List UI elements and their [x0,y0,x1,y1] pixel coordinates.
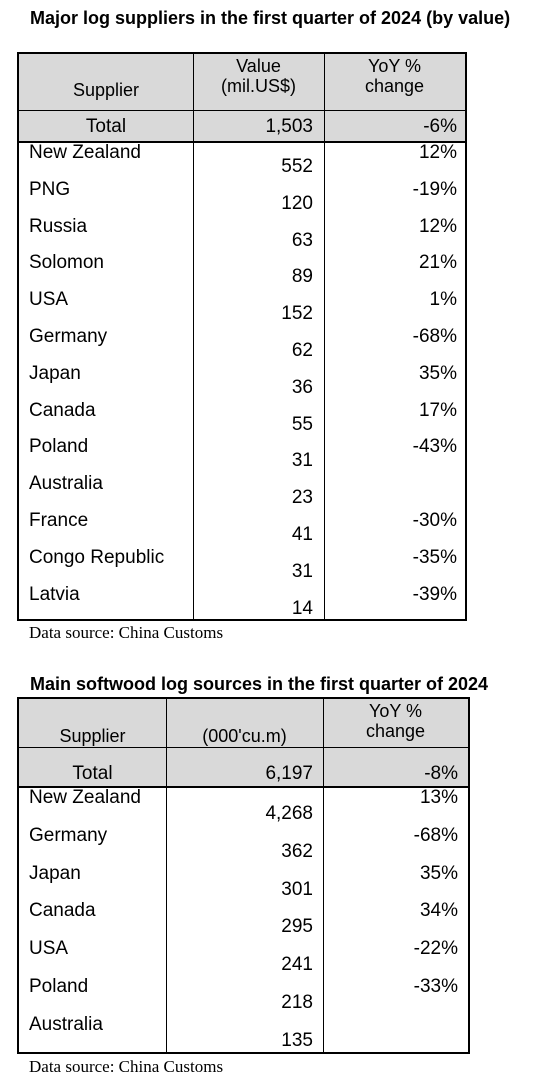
table1-row-supplier-cell: Canada [29,399,96,421]
table2-divider-1 [166,699,167,1052]
table1-row-supplier-cell: Poland [29,436,89,458]
table2-row-value-cell: 362 [281,840,313,862]
table1-header-value: Value (mil.US$) [193,56,324,96]
table1-row-value-cell: 120 [281,192,313,214]
table1-row-yoy-cell: -39% [412,583,457,605]
table1-total-value: 1,503 [265,116,313,137]
table1-row-yoy-cell: 1% [429,289,457,311]
table1-header-value-line1: Value [236,56,281,76]
table2-header-yoy-line1: YoY % [368,701,423,721]
table1-row-yoy-cell: 12% [418,142,457,163]
table1-row-value-cell: 55 [291,413,313,435]
table1-row-value-cell: 63 [291,229,313,251]
table1-row-yoy-cell: 12% [418,215,457,237]
table1-header-yoy-line1: YoY % [367,56,422,76]
table1-row-value-cell: 14 [291,597,313,619]
table1-row-value-cell: 41 [291,524,313,545]
table1-row-value-cell: 62 [291,340,313,361]
table1-header-yoy-line2: change [364,76,425,96]
table2-total-row [19,747,468,788]
table2-title: Main softwood log sources in the first q… [30,674,489,694]
table2: Supplier (000'cu.m) YoY % change Total 6… [17,697,470,1054]
table2-row-supplier-cell: Germany [29,824,108,846]
table2-row-value-cell: 135 [281,1029,313,1051]
table1-row-yoy-cell: -30% [412,510,457,531]
table1-title: Major log suppliers in the first quarter… [30,8,511,28]
table1-source: Data source: China Customs [29,623,224,642]
table2-row-value-cell: 301 [281,878,313,900]
table1-header-supplier: Supplier [72,80,140,100]
table1-row-value-cell: 23 [291,487,313,509]
table1-row-yoy-cell: 35% [418,362,457,384]
table1-header-yoy: YoY % change [324,56,465,96]
table1-total-label: Total [85,116,127,137]
table1: Supplier Value (mil.US$) YoY % change To… [17,52,467,621]
table1-row-supplier-cell: PNG [29,178,71,200]
table1-row-supplier-cell: Australia [29,473,103,495]
table2-row-supplier-cell: New Zealand [29,787,141,808]
table2-row-value-cell: 295 [281,916,313,938]
table2-header-yoy: YoY % change [323,701,468,741]
table1-row-yoy-cell: -68% [412,326,457,347]
table1-row-value-cell: 31 [291,560,313,582]
table2-row-value-cell: 241 [281,954,313,976]
table2-total-yoy: -8% [424,763,458,784]
table1-row-supplier-cell: USA [29,289,69,311]
table1-divider-2 [324,54,325,619]
table2-row-supplier-cell: USA [29,938,69,960]
table2-row-yoy-cell: -33% [413,976,458,997]
table1-row-supplier-cell: Solomon [29,252,104,274]
table2-row-yoy-cell: -22% [413,938,458,960]
table2-row-supplier-cell: Canada [29,900,96,922]
table2-row-yoy-cell: 34% [419,900,458,922]
table1-row-supplier-cell: Congo Republic [29,546,165,568]
table1-row-value-cell: 89 [291,266,313,288]
table1-header-value-line2: (mil.US$) [221,76,296,96]
table2-row-yoy-cell: 13% [419,787,458,808]
table2-row-yoy-cell: 35% [419,862,458,884]
table1-row-supplier-cell: France [29,510,89,531]
table2-row-yoy-cell: -68% [413,824,458,846]
table2-row-value-cell: 4,268 [265,803,313,824]
table1-row-yoy-cell: -19% [412,178,457,200]
table1-total-row [19,110,465,143]
table1-row-supplier-cell: New Zealand [29,142,141,163]
table2-header [19,699,468,747]
table2-source: Data source: China Customs [29,1057,224,1076]
table1-header [19,54,465,110]
table1-row-value-cell: 31 [291,450,313,472]
table1-row-value-cell: 36 [291,376,313,398]
table1-row-yoy-cell: 17% [418,399,457,421]
table1-row-value-cell: 152 [281,303,313,325]
table1-row-supplier-cell: Latvia [29,583,80,605]
table1-row-supplier-cell: Russia [29,215,88,237]
table1-row-yoy-cell: -43% [412,436,457,458]
table2-header-value: (000'cu.m) [202,726,287,746]
table1-row-yoy-cell: -35% [412,546,457,568]
table1-row-supplier-cell: Germany [29,326,108,347]
table1-row-yoy-cell: 21% [418,252,457,274]
table1-row-value-cell: 552 [281,156,313,177]
table2-row-supplier-cell: Poland [29,976,89,997]
table2-row-value-cell: 218 [281,992,313,1013]
table2-total-value: 6,197 [265,763,313,784]
table2-total-label: Total [72,763,113,784]
table1-divider-1 [193,54,194,619]
table1-row-supplier-cell: Japan [29,362,81,384]
table2-header-yoy-line2: change [365,721,426,741]
table2-divider-2 [323,699,324,1052]
table1-total-yoy: -6% [423,116,457,137]
table2-row-supplier-cell: Japan [29,862,81,884]
table2-row-supplier-cell: Australia [29,1013,103,1035]
table2-header-supplier: Supplier [59,726,126,746]
